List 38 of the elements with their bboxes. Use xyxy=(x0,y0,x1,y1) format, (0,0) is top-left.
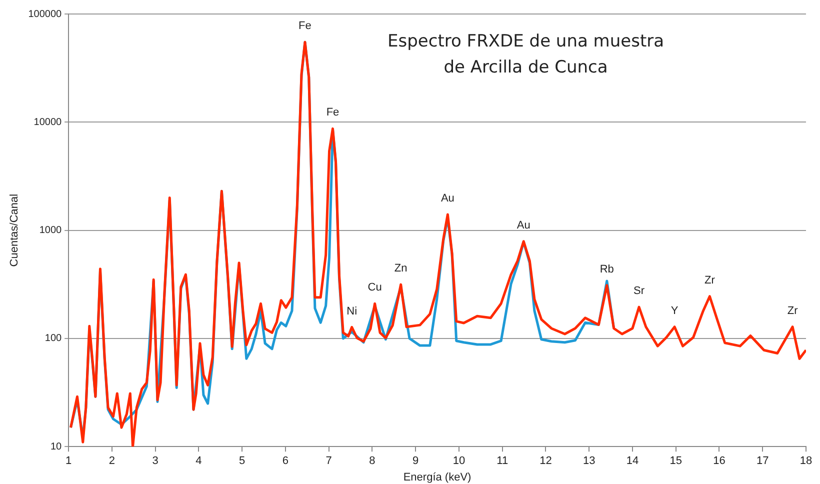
y-tick-label: 10 xyxy=(50,441,62,452)
x-tick-label: 8 xyxy=(369,455,376,468)
x-tick-label: 16 xyxy=(713,455,726,468)
annotation: Rb xyxy=(600,263,614,276)
x-tick-label: 4 xyxy=(196,455,202,468)
annotation: Fe xyxy=(298,20,312,32)
x-tick-label: 6 xyxy=(282,455,289,468)
x-tick-label: 10 xyxy=(452,455,466,468)
y-axis-title: Cuentas/Canal xyxy=(8,194,21,267)
text: Espectro FRXDE de una muestra de Arcilla de Cunca xyxy=(388,31,664,78)
y-tick-label: 1000 xyxy=(39,225,62,236)
x-tick-label: 1 xyxy=(66,455,72,468)
annotation: Zr xyxy=(787,304,798,317)
annotation: Au xyxy=(440,192,454,205)
x-tick-label: 2 xyxy=(108,455,116,468)
x-tick-label: 15 xyxy=(670,455,682,468)
x-tick-label: 13 xyxy=(582,455,596,468)
annotation: Cu xyxy=(368,282,382,294)
annotation: Fe xyxy=(326,106,340,119)
annotation: Zn xyxy=(394,262,408,275)
y-tick-label: 100 xyxy=(44,333,62,344)
x-tick-label: 17 xyxy=(756,455,769,468)
x-tick-label: 7 xyxy=(326,455,332,468)
x-tick-label: 18 xyxy=(800,455,812,468)
x-tick-label: 14 xyxy=(626,455,639,468)
x-tick-label: 11 xyxy=(496,455,508,468)
y-tick-label: 10000 xyxy=(34,116,62,128)
x-tick-label: 3 xyxy=(152,455,158,468)
x-axis-title: Energía (keV) xyxy=(403,471,472,484)
annotation: Sr xyxy=(633,285,645,298)
x-tick-label: 9 xyxy=(412,455,419,468)
annotation: Ni xyxy=(346,305,358,318)
x-tick-label: 12 xyxy=(540,455,552,468)
y-tick-label: 100000 xyxy=(28,8,62,20)
x-tick-label: 5 xyxy=(239,455,246,468)
annotation: Y xyxy=(670,304,679,317)
annotation: Au xyxy=(516,219,530,232)
annotation: Zr xyxy=(704,274,716,286)
